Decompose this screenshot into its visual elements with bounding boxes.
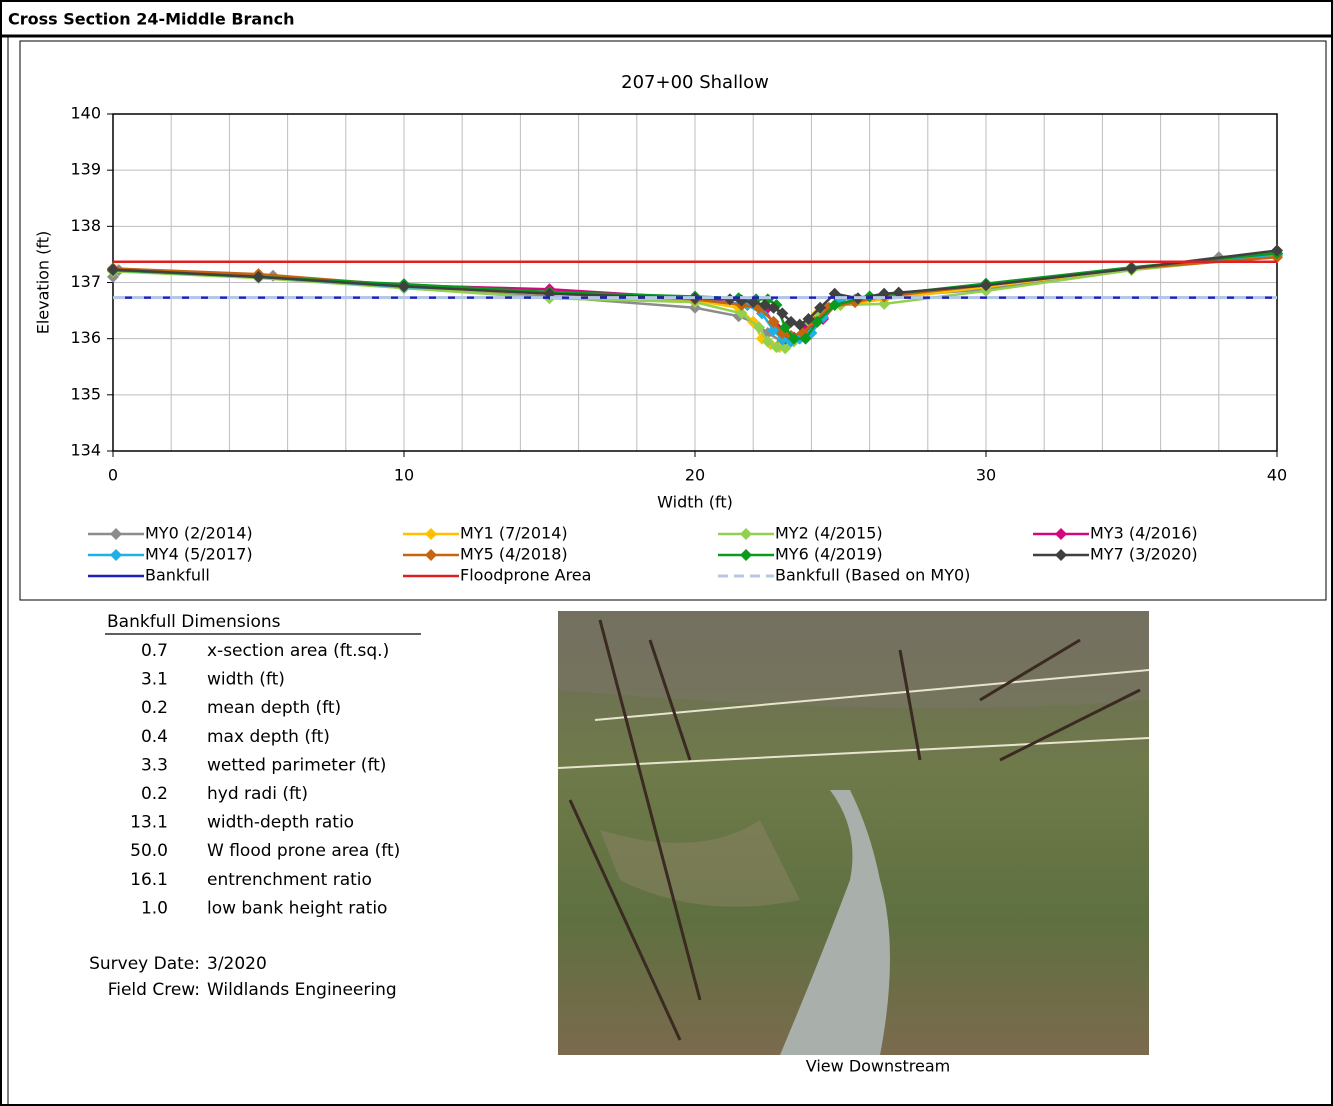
survey-date: 3/2020 bbox=[207, 954, 267, 974]
data-point bbox=[814, 301, 827, 314]
x-tick-label: 30 bbox=[976, 466, 996, 485]
data-point bbox=[828, 298, 841, 311]
legend-label: MY7 (3/2020) bbox=[1090, 545, 1198, 564]
data-point bbox=[793, 318, 806, 331]
legend-label: Floodprone Area bbox=[460, 566, 591, 585]
chart-title: 207+00 Shallow bbox=[621, 72, 769, 93]
photo-caption: View Downstream bbox=[806, 1057, 950, 1076]
dimension-label: width (ft) bbox=[207, 670, 285, 690]
dimension-label: x-section area (ft.sq.) bbox=[207, 641, 389, 661]
dimension-label: wetted parimeter (ft) bbox=[207, 755, 386, 775]
y-tick-label: 134 bbox=[70, 441, 101, 460]
dimension-value: 1.0 bbox=[141, 898, 168, 918]
dimension-label: low bank height ratio bbox=[207, 898, 387, 918]
data-point bbox=[802, 313, 815, 326]
data-point bbox=[892, 286, 905, 299]
legend-label: MY1 (7/2014) bbox=[460, 524, 568, 543]
data-point bbox=[776, 307, 789, 320]
field-crew-label: Field Crew: bbox=[108, 980, 200, 1000]
dimension-value: 50.0 bbox=[130, 841, 168, 861]
x-axis-label: Width (ft) bbox=[657, 493, 733, 512]
legend-marker bbox=[110, 528, 122, 540]
data-point bbox=[776, 333, 789, 346]
data-point bbox=[767, 315, 780, 328]
y-tick-label: 139 bbox=[70, 160, 101, 179]
photo-string bbox=[557, 737, 1150, 769]
x-tick-label: 20 bbox=[685, 466, 705, 485]
dimension-value: 3.1 bbox=[141, 670, 168, 690]
data-point bbox=[1271, 244, 1283, 257]
data-point bbox=[878, 297, 891, 310]
y-tick-label: 135 bbox=[70, 384, 101, 403]
legend-label: MY4 (5/2017) bbox=[145, 545, 253, 564]
y-tick-label: 140 bbox=[70, 104, 101, 123]
dimension-value: 0.2 bbox=[141, 698, 168, 718]
legend-label: Bankfull bbox=[145, 566, 210, 585]
legend-marker bbox=[1055, 549, 1067, 561]
chart-frame bbox=[19, 40, 1327, 601]
y-axis-label: Elevation (ft) bbox=[34, 231, 53, 335]
photo-water bbox=[780, 790, 890, 1055]
legend-marker bbox=[740, 528, 752, 540]
data-point bbox=[787, 332, 800, 345]
photo-mud bbox=[600, 820, 800, 907]
legend-label: MY0 (2/2014) bbox=[145, 524, 253, 543]
x-tick-label: 0 bbox=[108, 466, 118, 485]
data-point bbox=[398, 280, 410, 293]
dimensions-title: Bankfull Dimensions bbox=[107, 612, 281, 632]
data-point bbox=[767, 301, 780, 314]
y-tick-label: 137 bbox=[70, 272, 101, 291]
dimensions: Bankfull Dimensions Survey Date: 3/2020 … bbox=[89, 612, 421, 1000]
legend-label: Bankfull (Based on MY0) bbox=[775, 566, 970, 585]
dimension-value: 0.7 bbox=[141, 641, 168, 661]
dimension-label: max depth (ft) bbox=[207, 727, 330, 747]
series-line bbox=[112, 249, 1278, 326]
legend-marker bbox=[110, 549, 122, 561]
legend-marker bbox=[740, 549, 752, 561]
dimension-label: hyd radi (ft) bbox=[207, 784, 308, 804]
field-crew: Wildlands Engineering bbox=[207, 980, 397, 1000]
dimension-value: 0.4 bbox=[141, 727, 168, 747]
y-tick-label: 138 bbox=[70, 216, 101, 235]
chart: 207+00 Shallow 134 135 136 137 138 139 140 0 10 20… bbox=[34, 72, 1288, 585]
legend-marker bbox=[425, 528, 437, 540]
dimension-label: W flood prone area (ft) bbox=[207, 841, 400, 861]
y-tick-label: 136 bbox=[70, 328, 101, 347]
data-point bbox=[735, 307, 748, 320]
data-point bbox=[799, 332, 812, 345]
dimension-label: width-depth ratio bbox=[207, 813, 354, 833]
x-tick-label: 40 bbox=[1267, 466, 1287, 485]
photo-string bbox=[594, 669, 1150, 721]
photo-brush bbox=[558, 611, 1149, 708]
dimension-label: mean depth (ft) bbox=[207, 698, 341, 718]
dimension-value: 13.1 bbox=[130, 813, 168, 833]
dimension-value: 3.3 bbox=[141, 755, 168, 775]
data-point bbox=[980, 279, 992, 292]
legend-label: MY6 (4/2019) bbox=[775, 545, 883, 564]
legend-label: MY3 (4/2016) bbox=[1090, 524, 1198, 543]
legend-label: MY2 (4/2015) bbox=[775, 524, 883, 543]
header-title: Cross Section 24-Middle Branch bbox=[8, 10, 294, 29]
data-point bbox=[770, 341, 783, 354]
legend-marker bbox=[1055, 528, 1067, 540]
data-point bbox=[753, 321, 766, 334]
data-point bbox=[1125, 262, 1138, 275]
photo: View Downstream bbox=[557, 611, 1150, 1076]
x-tick-label: 10 bbox=[394, 466, 414, 485]
data-point bbox=[252, 270, 265, 283]
dimension-value: 16.1 bbox=[130, 870, 168, 890]
survey-date-label: Survey Date: bbox=[89, 954, 200, 974]
legend-label: MY5 (4/2018) bbox=[460, 545, 568, 564]
dimension-label: entrenchment ratio bbox=[207, 870, 372, 890]
photo-branches bbox=[568, 619, 1141, 1041]
dimension-value: 0.2 bbox=[141, 784, 168, 804]
legend-marker bbox=[425, 549, 437, 561]
data-point bbox=[107, 263, 119, 276]
data-point bbox=[761, 335, 774, 348]
